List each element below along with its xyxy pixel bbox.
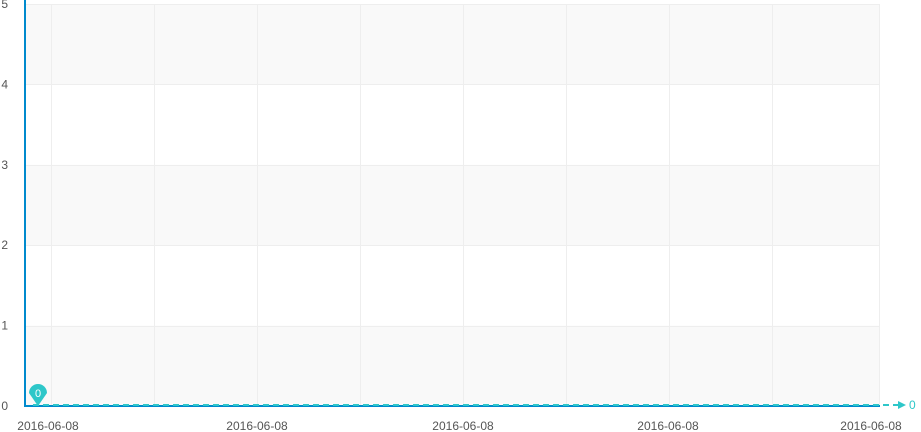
y-tick-label: 2 [1,238,8,252]
x-tick-label: 2016-06-08 [637,419,699,432]
marker-pin-label: 0 [35,388,41,400]
marker-pin-shape [29,384,47,406]
y-tick-label: 3 [1,158,8,172]
series-end-label: 0 [909,398,916,412]
grid-band [25,325,880,406]
y-tick-label: 4 [1,77,8,91]
marker-pin: 0 [29,384,47,406]
y-tick-label: 5 [1,0,8,11]
grid-band [25,84,880,165]
y-tick-label: 1 [1,319,8,333]
x-tick-label: 2016-06-08 [17,419,79,432]
grid-band [25,4,880,85]
grid-band [25,164,880,246]
y-tick-label: 0 [1,399,8,413]
grid-band [25,245,880,326]
x-tick-label: 2016-06-08 [432,419,494,432]
series-end-arrow [898,401,906,409]
x-tick-label: 2016-06-08 [840,419,902,432]
x-tick-label: 2016-06-08 [226,419,288,432]
